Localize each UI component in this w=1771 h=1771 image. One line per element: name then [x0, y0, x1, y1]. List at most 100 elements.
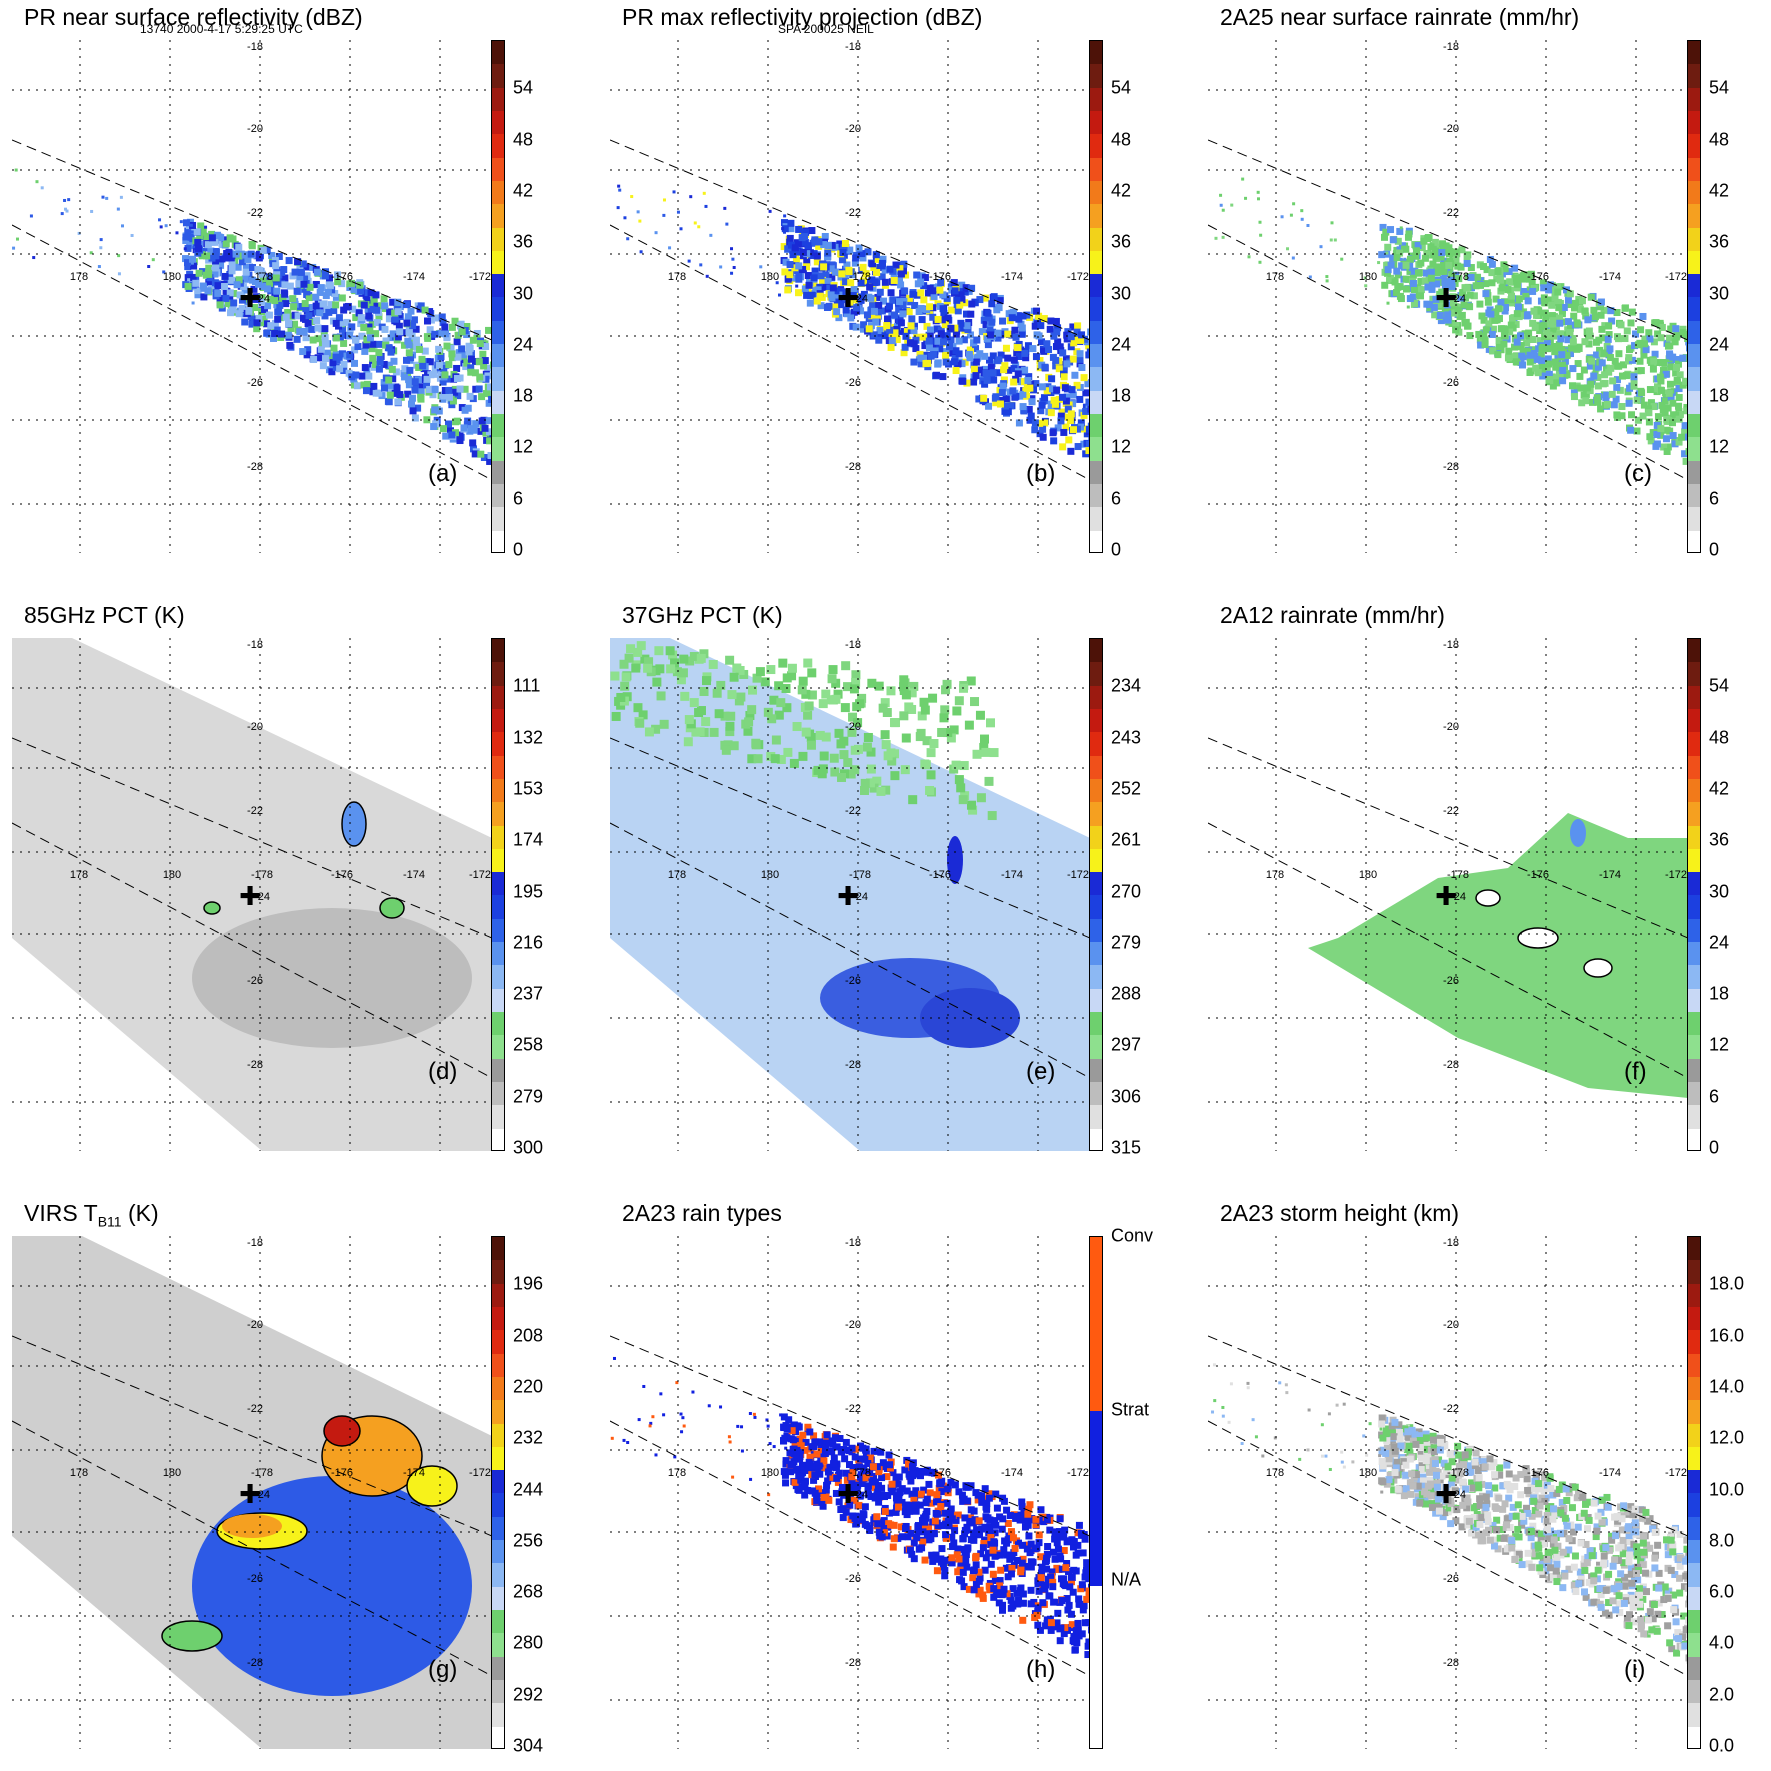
pr-rain-pixel — [1607, 307, 1615, 315]
pr-rain-pixel — [1063, 360, 1071, 368]
pr-swath-edge — [1208, 822, 1688, 1079]
panel-title-text: PR near surface reflectivity (dBZ) — [24, 4, 363, 30]
pr-rain-pixel — [320, 330, 328, 338]
pr-rain-pixel — [1619, 1536, 1627, 1544]
pr-rain-pixel — [969, 1574, 977, 1582]
pr-rain-pixel — [845, 1461, 853, 1469]
pr-rain-pixel — [1605, 1599, 1613, 1607]
pr-rain-pixel — [373, 306, 381, 314]
pr-rain-pixel — [1654, 330, 1662, 338]
pr-rain-pixel — [1613, 309, 1621, 317]
pr-rain-pixel — [1027, 380, 1035, 388]
pct37-warm-pixel — [679, 654, 689, 664]
pr-rain-pixel — [878, 273, 886, 281]
pr-rain-pixel — [1052, 356, 1060, 364]
pr-rain-pixel — [396, 328, 404, 336]
pr-rain-pixel — [952, 330, 960, 338]
pr-rain-pixel — [812, 1438, 820, 1446]
longitude-label: 178 — [668, 1467, 686, 1479]
pr-rain-pixel — [998, 1525, 1006, 1533]
pr-rain-pixel — [1466, 291, 1474, 299]
pr-rain-pixel — [868, 1478, 876, 1486]
pct37-warm-pixel — [821, 689, 831, 699]
pr-rain-pixel — [1480, 316, 1488, 324]
colorbar-ticks: 54 48 42 36 30 24 18 12 6 0 — [1705, 638, 1765, 1158]
colorbar — [1089, 638, 1103, 1151]
pr-rain-pixel — [1408, 267, 1416, 275]
pr-rain-pixel — [387, 383, 395, 391]
pr-rain-pixel — [1508, 315, 1516, 323]
pr-rain-pixel — [783, 1425, 791, 1433]
pr-rain-pixel — [158, 218, 162, 222]
pct37-warm-pixel — [803, 658, 813, 668]
pr-rain-pixel — [836, 1435, 844, 1443]
colorbar-segment — [492, 1081, 504, 1106]
pr-rain-pixel — [1616, 1609, 1624, 1617]
pr-rain-pixel — [815, 1485, 823, 1493]
colorbar-tick-label: 208 — [513, 1325, 544, 1346]
pr-rain-pixel — [804, 272, 812, 280]
pr-rain-pixel — [991, 1517, 999, 1525]
pct37-warm-pixel — [878, 703, 888, 713]
colorbar-segment — [492, 460, 504, 484]
pr-rain-pixel — [259, 275, 267, 283]
pr-rain-pixel — [278, 330, 286, 338]
pr-rain-pixel — [951, 287, 959, 295]
pr-rain-pixel — [1519, 347, 1527, 355]
pr-rain-pixel — [1379, 1434, 1387, 1442]
pr-rain-pixel — [451, 388, 459, 396]
pr-rain-pixel — [1504, 354, 1512, 362]
pr-rain-pixel — [1616, 386, 1624, 394]
pr-rain-pixel — [1526, 275, 1534, 283]
pr-rain-pixel — [801, 1480, 809, 1488]
rain-2a12-gap — [1583, 958, 1613, 978]
colorbar-tick-label: 280 — [513, 1632, 544, 1653]
pr-rain-pixel — [1050, 1598, 1058, 1606]
colorbar-tick-label: 237 — [513, 983, 544, 1004]
pr-rain-pixel — [900, 297, 908, 305]
colorbar-tick-label: 54 — [1709, 675, 1730, 696]
pct37-warm-pixel — [848, 712, 858, 722]
pr-rain-pixel — [248, 264, 256, 272]
pr-rain-pixel — [330, 307, 338, 315]
pr-rain-pixel — [331, 290, 339, 298]
pr-rain-pixel — [1387, 261, 1395, 269]
pr-rain-pixel — [263, 246, 271, 254]
pr-rain-pixel — [476, 373, 484, 381]
pr-rain-pixel — [856, 1463, 864, 1471]
latitude-label: -20 — [845, 1319, 861, 1331]
pct37-warm-pixel — [872, 776, 882, 786]
pr-rain-pixel — [819, 276, 827, 284]
pr-rain-pixel — [939, 305, 947, 313]
latitude-label: -28 — [845, 1059, 861, 1071]
pr-rain-pixel — [937, 1558, 945, 1566]
pr-rain-pixel — [214, 231, 222, 239]
pr-rain-pixel — [924, 289, 932, 297]
pr-rain-pixel — [1489, 1521, 1497, 1529]
pr-rain-pixel — [1505, 268, 1513, 276]
pr-rain-pixel — [1437, 253, 1445, 261]
pr-rain-pixel — [1008, 1564, 1016, 1572]
pr-rain-pixel — [1534, 1485, 1542, 1493]
pr-rain-pixel — [1430, 303, 1438, 311]
pr-rain-pixel — [1401, 245, 1409, 253]
pr-rain-pixel — [1637, 326, 1645, 334]
pr-rain-pixel — [1582, 390, 1590, 398]
pr-rain-pixel — [1386, 301, 1390, 305]
pr-rain-pixel — [859, 263, 867, 271]
pr-rain-pixel — [846, 246, 854, 254]
pr-rain-pixel — [1074, 443, 1082, 451]
pr-rain-pixel — [680, 1430, 684, 1434]
pr-rain-pixel — [456, 437, 464, 445]
pr-rain-pixel — [804, 1423, 812, 1431]
pr-rain-pixel — [891, 329, 899, 337]
pr-rain-pixel — [348, 283, 356, 291]
pr-rain-pixel — [63, 198, 67, 202]
pr-rain-pixel — [782, 1460, 790, 1468]
pr-rain-pixel — [1448, 276, 1456, 284]
longitude-label: 180 — [163, 869, 181, 881]
pr-rain-pixel — [920, 1486, 928, 1494]
pr-rain-pixel — [297, 268, 305, 276]
pr-rain-pixel — [1500, 1534, 1508, 1542]
latitude-label: -20 — [1443, 721, 1459, 733]
